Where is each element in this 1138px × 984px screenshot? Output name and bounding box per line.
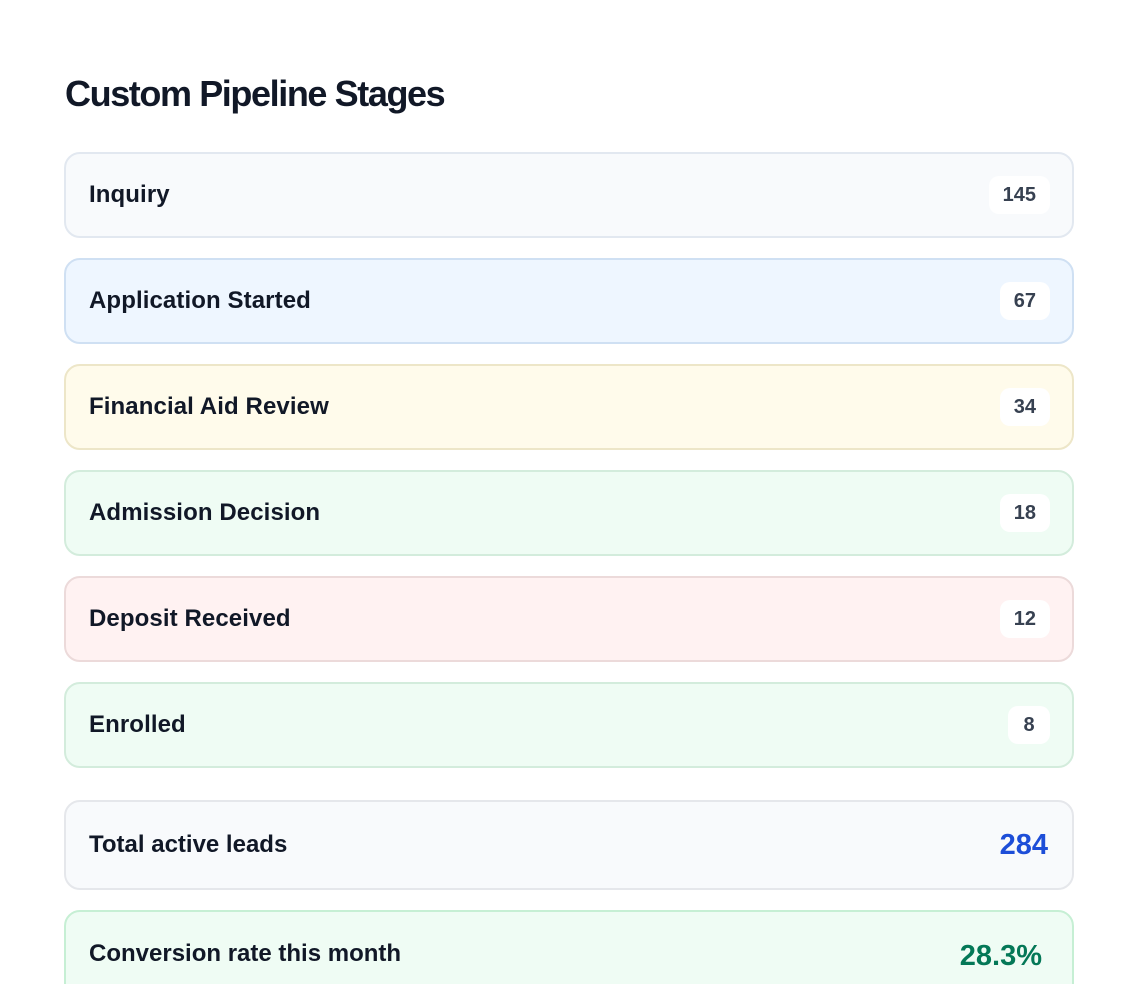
stage-count-badge: 12 <box>999 600 1050 638</box>
stage-label: Inquiry <box>89 181 170 208</box>
stage-financial-aid-review[interactable]: Financial Aid Review 34 <box>64 364 1074 450</box>
stage-count-badge: 18 <box>999 494 1050 532</box>
conversion-rate-value: 28.3% <box>959 940 1042 972</box>
stage-count-badge: 8 <box>1008 706 1050 744</box>
stage-label: Financial Aid Review <box>89 393 329 420</box>
total-active-leads-label: Total active leads <box>89 831 288 858</box>
total-active-leads-card: Total active leads 284 <box>64 800 1074 890</box>
total-active-leads-value: 284 <box>999 828 1048 861</box>
stage-enrolled[interactable]: Enrolled 8 <box>64 682 1074 768</box>
stage-count-badge: 67 <box>999 282 1050 320</box>
stage-label: Application Started <box>89 287 311 314</box>
conversion-rate-label: Conversion rate this month <box>89 940 402 967</box>
stage-label: Enrolled <box>89 711 186 738</box>
stage-deposit-received[interactable]: Deposit Received 12 <box>64 576 1074 662</box>
stage-count-badge: 34 <box>999 388 1050 426</box>
stage-admission-decision[interactable]: Admission Decision 18 <box>64 470 1074 556</box>
stage-application-started[interactable]: Application Started 67 <box>64 258 1074 344</box>
conversion-rate-card: Conversion rate this month 28.3% <box>64 910 1074 984</box>
pipeline-stage-list: Inquiry 145 Application Started 67 Finan… <box>64 152 1074 788</box>
page-title: Custom Pipeline Stages <box>65 73 446 114</box>
stage-label: Deposit Received <box>89 605 291 632</box>
stage-label: Admission Decision <box>89 499 321 526</box>
stage-inquiry[interactable]: Inquiry 145 <box>64 152 1074 238</box>
stage-count-badge: 145 <box>988 176 1050 214</box>
